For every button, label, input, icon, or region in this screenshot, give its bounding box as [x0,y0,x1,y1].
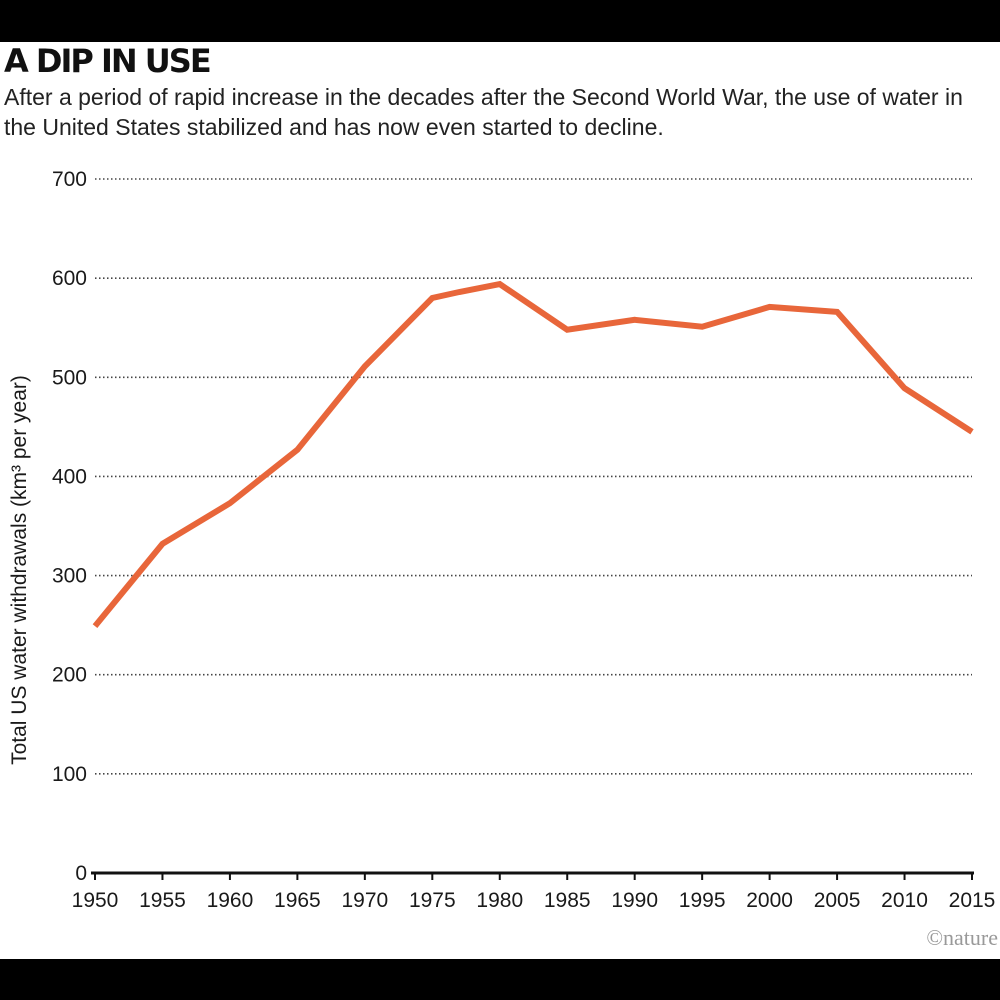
y-tick-label: 300 [52,565,87,588]
x-tick-label: 1975 [409,889,456,912]
x-tick-label: 2000 [746,889,793,912]
chart-title: A DIP IN USE [4,42,212,80]
x-tick-label: 1995 [679,889,726,912]
y-tick-label: 100 [52,763,87,786]
gridlines [95,178,972,775]
y-axis-label: Total US water withdrawals (km³ per year… [8,375,31,765]
y-tick-label: 600 [52,267,87,290]
x-tick-label: 1985 [544,889,591,912]
x-tick-label: 1965 [274,889,321,912]
x-axis [91,871,974,880]
x-tick-label: 1955 [139,889,186,912]
x-tick-label: 1960 [207,889,254,912]
y-tick-label: 400 [52,465,87,488]
y-tick-label: 700 [52,168,87,191]
x-tick-label: 2015 [949,889,996,912]
x-tick-label: 2005 [814,889,861,912]
x-tick-label: 1990 [611,889,658,912]
x-tick-label: 1980 [476,889,523,912]
x-tick-label: 1950 [72,889,119,912]
chart-subtitle: After a period of rapid increase in the … [4,84,963,140]
y-tick-label: 0 [75,862,87,885]
x-tick-labels: 1950 1955 1960 1965 1970 1975 1980 1985 1990 1995… [72,889,996,912]
series-layer [92,280,974,629]
x-tick-label: 2010 [881,889,928,912]
y-tick-label: 500 [52,366,87,389]
x-tick-label: 1970 [341,889,388,912]
y-tick-label: 200 [52,664,87,687]
nature-credit: ©nature [926,925,998,950]
chart-panel: 0 100 200 300 400 500 600 700 1950 1955 1960 1965 1… [0,42,1000,959]
y-tick-labels: 0 100 200 300 400 500 600 700 [52,168,87,885]
